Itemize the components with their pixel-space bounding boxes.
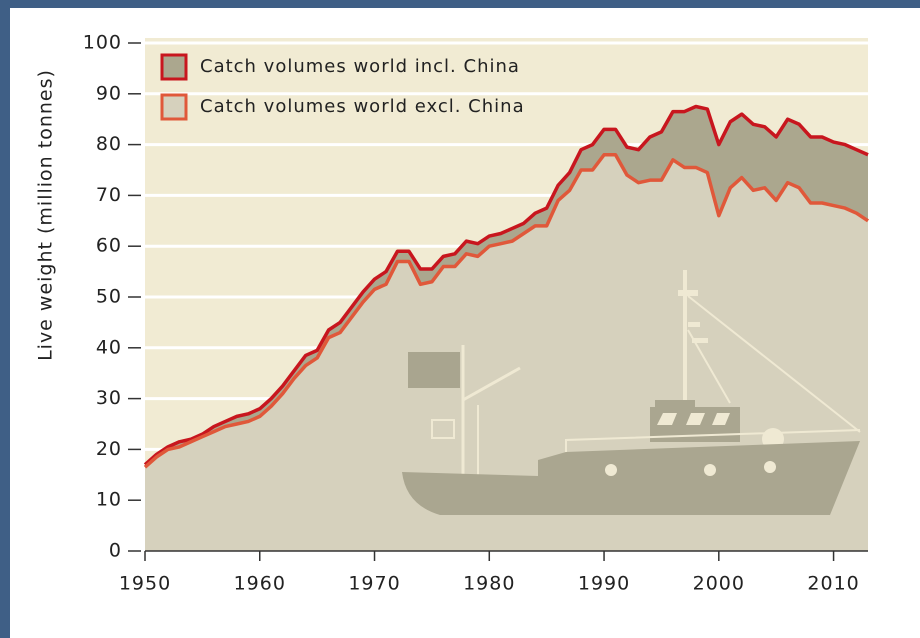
y-tick-label: 60	[96, 235, 122, 257]
x-tick-label: 1990	[578, 573, 630, 595]
y-tick-label: 10	[96, 489, 122, 511]
chart: 0 10 20 30 40 50 60 70 80 90 100 1950 1960 1970 1980 19…	[35, 32, 869, 595]
legend-swatch	[160, 93, 188, 121]
legend-swatch	[160, 53, 188, 81]
ship-illustration	[402, 270, 861, 515]
y-tick-label: 70	[96, 184, 122, 206]
panel: 0 10 20 30 40 50 60 70 80 90 100 1950 1960 1970 1980 19…	[10, 8, 920, 638]
y-axis-label: Live weight (million tonnes)	[35, 69, 57, 361]
x-tick-label: 1970	[348, 573, 400, 595]
y-tick-label: 40	[96, 336, 122, 358]
y-tick-label: 90	[96, 82, 122, 104]
series-line	[143, 104, 869, 466]
y-tick-label: 50	[96, 286, 122, 308]
y-tick-label: 0	[109, 540, 122, 562]
legend-label: Catch volumes world incl. China	[200, 56, 520, 77]
x-tick-label: 1980	[463, 573, 515, 595]
x-tick-label: 2010	[807, 573, 859, 595]
x-tick-label: 1950	[119, 573, 171, 595]
y-tick-label: 80	[96, 133, 122, 155]
legend: Catch volumes world incl. China Catch vol…	[160, 53, 525, 121]
series-line	[143, 153, 869, 469]
x-tick-label: 2000	[693, 573, 745, 595]
legend-label: Catch volumes world excl. China	[200, 96, 525, 117]
y-tick-label: 20	[96, 438, 122, 460]
x-tick-label: 1960	[234, 573, 286, 595]
y-tick-label: 30	[96, 387, 122, 409]
y-tick-label: 100	[83, 32, 122, 54]
axes: 0 10 20 30 40 50 60 70 80 90 100 1950 1960 1970 1980 19…	[83, 32, 868, 595]
lines	[143, 104, 869, 469]
